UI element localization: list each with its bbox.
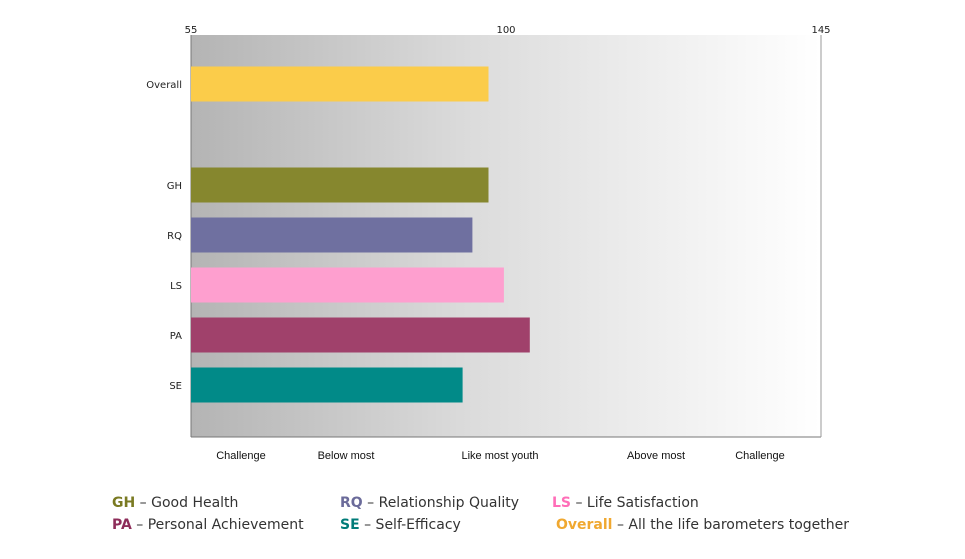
legend-code: SE (340, 517, 360, 533)
zone-label: Challenge (216, 450, 266, 462)
legend-text: – Relationship Quality (367, 495, 520, 511)
legend-text: – Life Satisfaction (575, 495, 699, 511)
bar-chart: 55 100 145 Overall GH RQ LS PA SE Challenge Belo… (146, 25, 830, 462)
legend-code: GH (112, 495, 136, 511)
category-label: PA (170, 331, 182, 342)
category-label: GH (167, 181, 182, 192)
legend-item-pa: PA – Personal Achievement (112, 517, 304, 533)
zone-label: Challenge (735, 450, 785, 462)
bar-ls (191, 267, 504, 303)
bar-se (191, 367, 463, 403)
x-tick-label: 145 (811, 25, 830, 36)
zone-label: Like most youth (461, 450, 538, 462)
category-label: Overall (146, 80, 182, 91)
category-label: SE (169, 381, 182, 392)
legend-code: PA (112, 517, 132, 533)
legend-item-gh: GH – Good Health (112, 495, 238, 511)
legend-code: LS (552, 495, 572, 511)
legend-text: – Self-Efficacy (364, 517, 461, 533)
bar-overall (191, 66, 489, 102)
bar-gh (191, 167, 489, 203)
x-tick-label: 100 (496, 25, 515, 36)
zone-label: Below most (318, 450, 375, 462)
x-tick-label: 55 (185, 25, 198, 36)
legend-item-rq: RQ – Relationship Quality (340, 495, 519, 511)
legend-code: RQ (340, 495, 363, 511)
legend-item-overall: Overall – All the life barometers togeth… (556, 517, 849, 533)
bar-pa (191, 317, 530, 353)
bar-rq (191, 217, 473, 253)
legend-item-se: SE – Self-Efficacy (340, 517, 461, 533)
legend-text: – All the life barometers together (616, 517, 850, 533)
legend-text: – Personal Achievement (136, 517, 304, 533)
zone-label: Above most (627, 450, 685, 462)
legend-code: Overall (556, 517, 613, 533)
legend-text: – Good Health (139, 495, 239, 511)
category-label: LS (170, 281, 182, 292)
legend-item-ls: LS – Life Satisfaction (552, 495, 699, 511)
category-label: RQ (167, 231, 182, 242)
